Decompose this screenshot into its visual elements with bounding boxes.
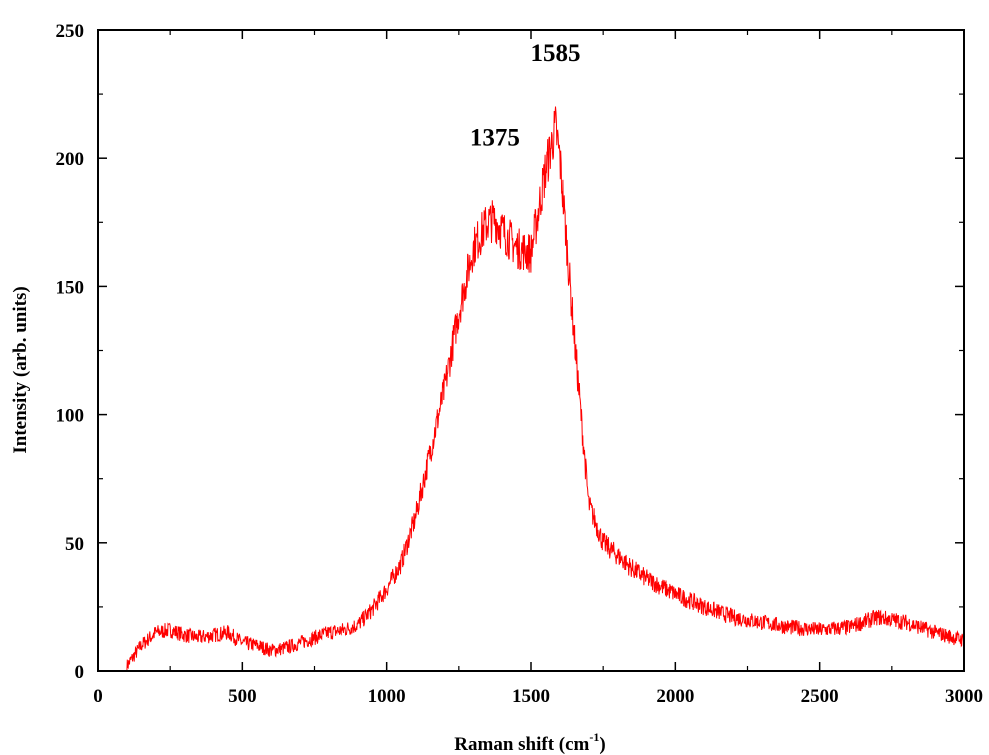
y-tick-label: 0 (75, 662, 85, 683)
peak-annotation: 1375 (470, 124, 520, 151)
y-axis-title: Intensity (arb. units) (10, 286, 31, 453)
annotation-layer: 1375 1585 (470, 40, 581, 152)
spectrum-line (126, 106, 965, 672)
x-tick-label: 500 (228, 686, 257, 707)
x-tick-label: 3000 (945, 686, 983, 707)
x-axis-title-superscript: -1 (589, 730, 599, 744)
x-tick-label: 2000 (656, 686, 694, 707)
spectrum-line-layer (126, 106, 965, 672)
x-axis-title: Raman shift (cm-1) (454, 730, 605, 755)
x-tick-label: 2500 (801, 686, 839, 707)
plot-frame (97, 29, 965, 672)
y-tick-label: 100 (56, 406, 85, 427)
tick-layer: 0 500 1000 1500 2000 2500 3000 0 50 100 150 200 250 (56, 21, 984, 707)
x-tick-label: 0 (93, 686, 103, 707)
x-tick-label: 1000 (368, 686, 406, 707)
y-tick-label: 150 (56, 277, 85, 298)
x-axis-title-tail: ) (599, 734, 605, 755)
y-tick-label: 200 (56, 149, 85, 170)
y-tick-label: 50 (65, 534, 84, 555)
y-tick-label: 250 (56, 21, 85, 42)
x-axis-title-main: Raman shift (cm (454, 734, 589, 755)
x-tick-label: 1500 (512, 686, 550, 707)
peak-annotation: 1585 (531, 40, 581, 67)
